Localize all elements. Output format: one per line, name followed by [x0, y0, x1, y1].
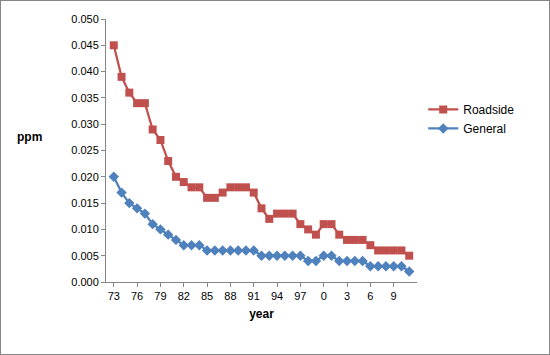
svg-text:General: General [463, 122, 506, 136]
svg-text:Roadside: Roadside [463, 103, 514, 117]
svg-text:91: 91 [248, 290, 260, 302]
svg-text:0.020: 0.020 [71, 171, 99, 183]
svg-text:0.000: 0.000 [71, 276, 99, 288]
svg-text:0.015: 0.015 [71, 197, 99, 209]
svg-text:88: 88 [224, 290, 236, 302]
svg-text:79: 79 [154, 290, 166, 302]
svg-text:73: 73 [108, 290, 120, 302]
svg-text:0.040: 0.040 [71, 65, 99, 77]
svg-text:0.035: 0.035 [71, 92, 99, 104]
svg-text:ppm: ppm [17, 130, 42, 144]
svg-text:6: 6 [367, 290, 373, 302]
svg-text:0.045: 0.045 [71, 39, 99, 51]
svg-text:0.050: 0.050 [71, 13, 99, 25]
svg-text:0.010: 0.010 [71, 223, 99, 235]
svg-text:82: 82 [178, 290, 190, 302]
svg-text:year: year [249, 307, 274, 321]
svg-text:0.005: 0.005 [71, 250, 99, 262]
svg-text:76: 76 [131, 290, 143, 302]
svg-text:9: 9 [391, 290, 397, 302]
svg-text:0.025: 0.025 [71, 144, 99, 156]
svg-text:0.030: 0.030 [71, 118, 99, 130]
svg-text:97: 97 [294, 290, 306, 302]
svg-text:3: 3 [344, 290, 350, 302]
svg-text:85: 85 [201, 290, 213, 302]
svg-text:94: 94 [271, 290, 283, 302]
svg-text:0: 0 [321, 290, 327, 302]
